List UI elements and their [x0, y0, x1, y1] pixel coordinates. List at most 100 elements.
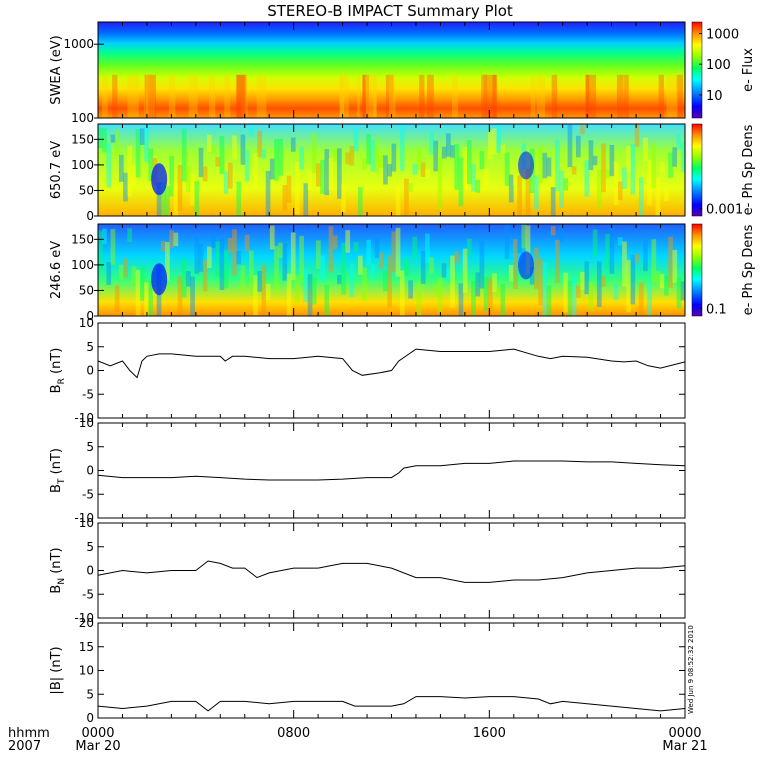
pad-texture	[446, 133, 451, 157]
pad-texture	[580, 271, 585, 290]
pad-texture	[274, 138, 279, 181]
y-axis-label: SWEA (eV)	[49, 35, 64, 104]
y-tick-label: 0	[86, 464, 94, 478]
pad-texture	[173, 182, 179, 216]
pad-texture	[244, 149, 250, 182]
pad-texture	[269, 158, 275, 180]
pad-texture	[98, 230, 103, 271]
pad-texture	[160, 182, 166, 216]
swea-texture	[241, 74, 248, 118]
pad-texture	[135, 269, 141, 316]
pad-texture	[479, 151, 485, 170]
pad-texture	[383, 155, 388, 185]
pad-texture	[567, 280, 573, 316]
pad-texture	[160, 241, 166, 252]
pad-texture	[227, 162, 233, 189]
y-tick-label: -5	[82, 587, 94, 601]
pad-texture	[303, 183, 309, 216]
y-tick-label: 100	[71, 258, 94, 272]
swea-texture	[536, 74, 546, 118]
pad-texture	[265, 170, 271, 216]
pad-texture	[664, 187, 669, 202]
colorbar	[691, 223, 703, 317]
pad-texture	[219, 135, 225, 175]
pad-texture	[127, 145, 133, 197]
pad-texture	[316, 240, 321, 269]
pad-texture	[466, 238, 472, 258]
pad-texture	[341, 183, 346, 213]
pad-texture	[521, 224, 527, 249]
pad-texture	[408, 182, 413, 192]
pad-texture	[202, 259, 208, 292]
pad-texture	[571, 276, 577, 316]
y-axis-label: 650.7 eV	[49, 141, 64, 199]
pad-texture	[416, 147, 422, 170]
y-axis-label: BN (nT)	[49, 547, 67, 593]
pad-texture	[605, 234, 611, 270]
pad-texture	[253, 275, 258, 316]
pad-texture	[278, 138, 283, 176]
pad-texture	[404, 257, 409, 276]
pad-texture	[374, 237, 380, 259]
pad-texture	[345, 230, 351, 253]
pad-texture	[647, 159, 652, 206]
y-tick-label: 100	[71, 158, 94, 172]
spectrogram-layer	[98, 22, 686, 316]
pad-texture	[450, 255, 455, 308]
swea-texture	[362, 74, 366, 118]
pad-texture	[253, 153, 258, 187]
colorbar-label: e- Ph Sp Dens	[741, 124, 756, 215]
y-tick-label: 10	[79, 664, 94, 678]
y-axis-label: BT (nT)	[49, 448, 67, 493]
swea-texture	[365, 74, 377, 118]
pad-texture	[538, 258, 543, 306]
pad-texture	[190, 174, 195, 206]
pad-texture	[106, 261, 112, 286]
pad-texture	[609, 144, 615, 177]
time-tick-label: 1600	[473, 726, 506, 741]
pad-texture	[412, 163, 418, 175]
pad-texture	[626, 145, 631, 172]
pad-texture	[617, 181, 623, 201]
y-tick-label: 0	[86, 564, 94, 578]
pad-texture	[332, 235, 338, 250]
swea-texture	[389, 74, 396, 118]
pad-texture	[462, 248, 468, 293]
pad-texture	[504, 152, 510, 186]
y-tick-label: -10	[74, 611, 94, 625]
swea-spectrogram	[98, 22, 685, 118]
pad-texture	[223, 171, 229, 194]
pad-texture	[173, 232, 179, 247]
pad-texture	[391, 143, 397, 172]
pad-texture	[601, 143, 606, 193]
time-axis-label-year: 2007	[8, 739, 41, 754]
pad-texture	[118, 154, 124, 182]
pad-texture	[374, 137, 380, 173]
pad-texture	[571, 166, 577, 175]
pad-texture	[643, 137, 648, 162]
pad-texture	[567, 124, 573, 168]
pad-texture	[575, 285, 581, 298]
pad-texture	[500, 283, 506, 316]
pad-texture	[387, 254, 392, 308]
pad-texture	[634, 253, 640, 263]
time-tick-date: Mar 21	[662, 739, 707, 754]
pad-texture	[378, 252, 384, 269]
pad-texture	[471, 163, 476, 192]
y-tick-label: 0	[86, 711, 94, 725]
pad-texture	[286, 273, 292, 316]
pad-texture	[630, 255, 636, 305]
y-tick-label: -10	[74, 411, 94, 425]
pad-texture	[680, 141, 686, 173]
pad-texture	[534, 175, 539, 210]
pad-texture	[202, 166, 208, 182]
pad-texture	[508, 174, 514, 203]
colorbar	[691, 21, 703, 119]
pad-texture	[475, 272, 481, 297]
pad-texture	[106, 143, 112, 188]
pad-texture	[420, 162, 426, 177]
pad-texture	[584, 261, 590, 295]
pad-texture	[353, 127, 359, 152]
